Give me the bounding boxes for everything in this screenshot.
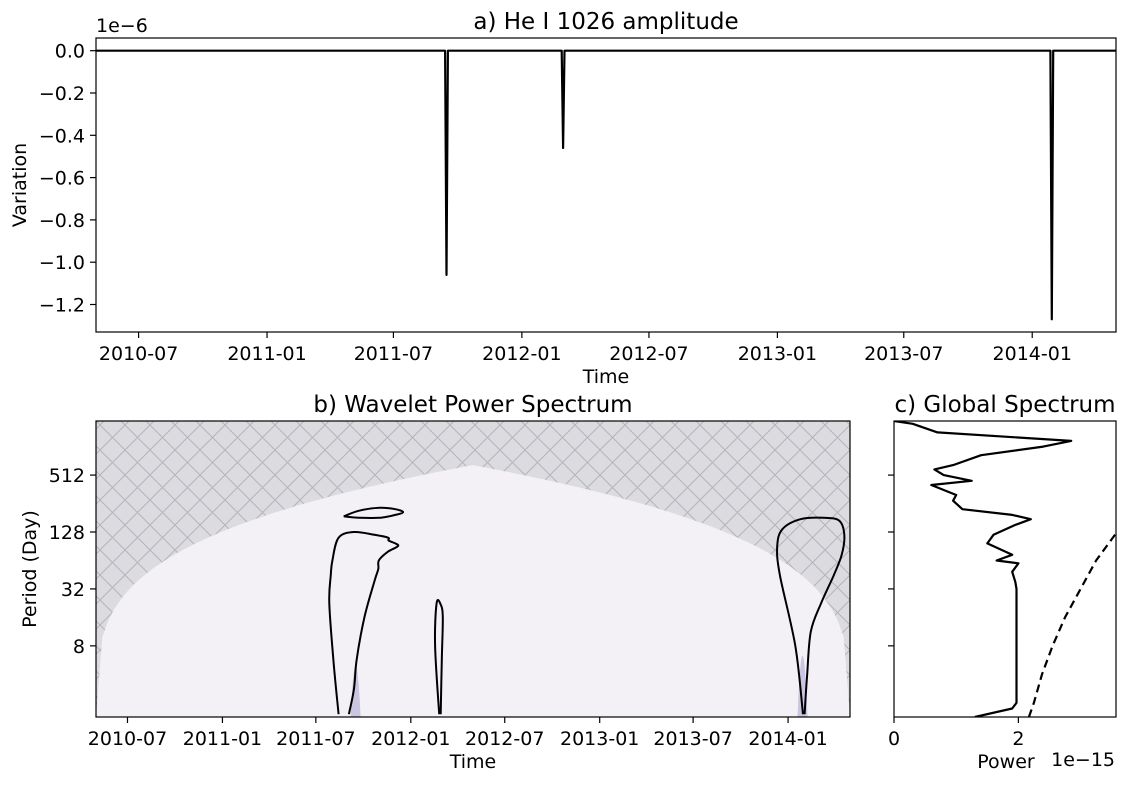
amplitude-ylabel: Variation xyxy=(9,143,31,227)
significance-line xyxy=(1027,532,1116,717)
amplitude-xtick-label: 2013-07 xyxy=(864,343,943,365)
wavelet-frame xyxy=(95,420,851,718)
cone-of-influence-region xyxy=(96,465,850,717)
amplitude-ytick-label: −0.6 xyxy=(39,168,85,190)
wavelet-ytick-label: 8 xyxy=(73,636,85,658)
amplitude-frame xyxy=(95,37,1117,333)
global-panel: c) Global Spectrum 0 2 Power 1e−15 xyxy=(888,392,1117,773)
amplitude-xtick-label: 2011-07 xyxy=(354,343,433,365)
global-xlabel: Power xyxy=(977,751,1035,773)
global-power-line xyxy=(894,421,1073,717)
global-offset-text: 1e−15 xyxy=(1051,749,1115,771)
wavelet-ylabel: Period (Day) xyxy=(19,510,41,628)
amplitude-ytick-label: −1.0 xyxy=(39,252,85,274)
wavelet-ytick-label: 128 xyxy=(49,522,85,544)
amplitude-ytick-label: −0.4 xyxy=(39,125,85,147)
significance-contour xyxy=(328,530,400,715)
wavelet-xlabel: Time xyxy=(449,751,497,773)
amplitude-ytick-label: −0.8 xyxy=(39,210,85,232)
amplitude-ytick-label: −0.2 xyxy=(39,83,85,105)
wavelet-xtick-label: 2011-07 xyxy=(276,728,355,750)
amplitude-panel: a) He I 1026 amplitude 1e−6 0.0 −0.2 −0.4 −… xyxy=(9,9,1117,388)
significance-contour xyxy=(433,598,444,715)
amplitude-xtick-label: 2014-01 xyxy=(993,343,1072,365)
amplitude-xlabel: Time xyxy=(582,366,630,388)
power-peak xyxy=(350,665,361,717)
amplitude-offset-text: 1e−6 xyxy=(96,15,148,37)
wavelet-panel: b) Wavelet Power Spectrum 8 32 128 512 2010… xyxy=(19,392,851,773)
global-title: c) Global Spectrum xyxy=(894,392,1115,418)
wavelet-xtick-label: 2014-01 xyxy=(748,728,827,750)
global-xtick-label: 0 xyxy=(888,728,900,750)
significance-contour xyxy=(343,506,405,520)
global-xtick-label: 2 xyxy=(1012,728,1024,750)
amplitude-xtick-label: 2010-07 xyxy=(99,343,178,365)
wavelet-ytick-label: 512 xyxy=(49,465,85,487)
wavelet-ytick-label: 32 xyxy=(61,579,85,601)
amplitude-xtick-label: 2011-01 xyxy=(227,343,306,365)
wavelet-xtick-label: 2013-07 xyxy=(653,728,732,750)
amplitude-xtick-label: 2013-01 xyxy=(738,343,817,365)
global-frame xyxy=(893,420,1117,718)
wavelet-title: b) Wavelet Power Spectrum xyxy=(313,392,632,418)
amplitude-xtick-label: 2012-01 xyxy=(482,343,561,365)
amplitude-xtick-label: 2012-07 xyxy=(609,343,688,365)
wavelet-xtick-label: 2011-01 xyxy=(183,728,262,750)
amplitude-ytick-label: −1.2 xyxy=(39,295,85,317)
wavelet-xtick-label: 2012-07 xyxy=(465,728,544,750)
wavelet-xtick-label: 2012-01 xyxy=(371,728,450,750)
amplitude-ytick-label: 0.0 xyxy=(55,41,85,63)
wavelet-xtick-label: 2013-01 xyxy=(560,728,639,750)
amplitude-title: a) He I 1026 amplitude xyxy=(473,9,738,35)
significance-contour xyxy=(776,516,846,715)
wavelet-xtick-label: 2010-07 xyxy=(88,728,167,750)
amplitude-line xyxy=(96,49,1116,321)
